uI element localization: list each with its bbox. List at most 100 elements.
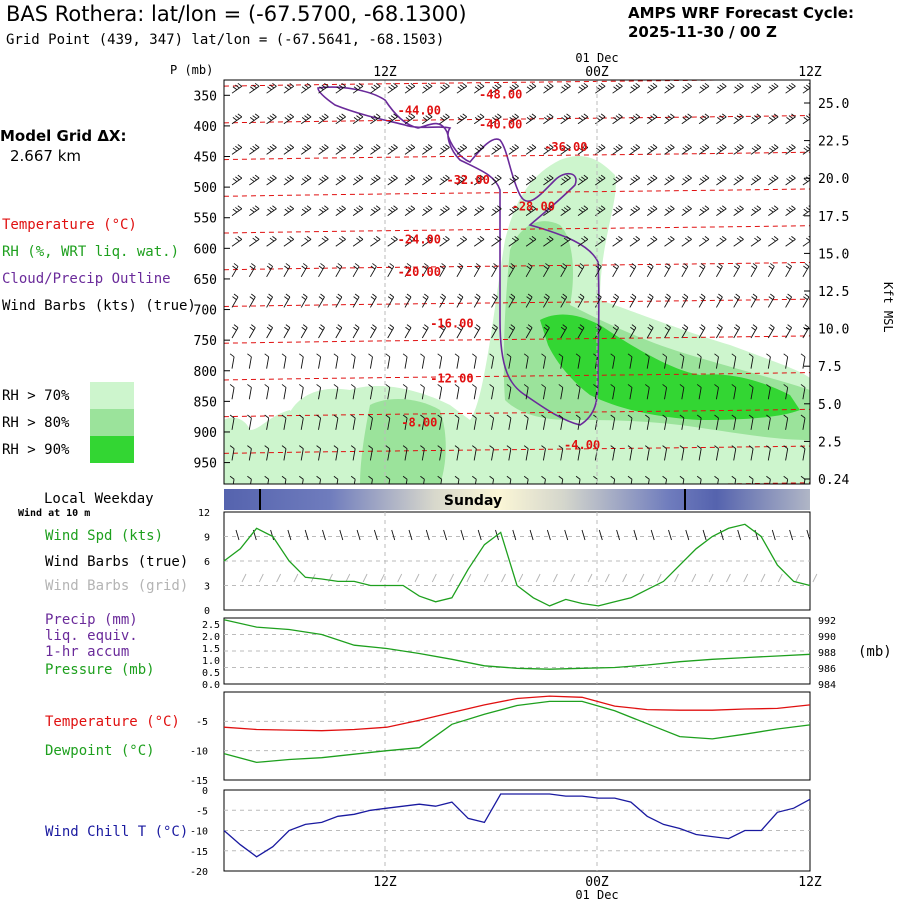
- wind-barb-flag: [731, 353, 737, 358]
- wind-barb-flag: [718, 324, 723, 328]
- wind-barb-flag: [748, 353, 754, 358]
- wind-barb-flag: [631, 263, 637, 267]
- wind-barb: [300, 356, 304, 369]
- wind-barb-flag: [679, 445, 685, 449]
- wind-barb-flag: [299, 414, 304, 419]
- wind-barb: [560, 327, 568, 339]
- wind-barb: [248, 327, 256, 339]
- wind-barb-flag: [546, 237, 552, 242]
- wind-barb: [750, 417, 754, 430]
- wind-barb-flag: [358, 82, 364, 87]
- wind-barb-flag: [472, 445, 477, 449]
- wind-barb-flag: [494, 176, 500, 181]
- wind-barb-flag: [583, 113, 589, 118]
- wind-barb-flag: [808, 113, 810, 116]
- wind-barb-flag: [474, 147, 480, 152]
- wind-barb-flag: [511, 237, 517, 242]
- wind-barb-flag: [509, 147, 514, 152]
- wind-barb-flag: [531, 205, 537, 210]
- wind-barb-flag: [791, 205, 796, 210]
- wind-barb: [681, 417, 685, 430]
- wind-barb-flag: [494, 145, 500, 150]
- dewpoint-label: Dewpoint (°C): [45, 743, 155, 759]
- wind-barb: [681, 448, 685, 461]
- wind-barb-flag: [560, 265, 566, 270]
- wind-barb-flag: [647, 208, 653, 213]
- wind-barb-flag: [600, 205, 606, 210]
- wind-barb-flag: [546, 84, 552, 89]
- wind-barb-flag: [630, 86, 636, 91]
- wind-barb-flag: [267, 208, 272, 213]
- wind-barb: [681, 208, 692, 216]
- wind-barb: [612, 417, 616, 430]
- wind-barb: [560, 356, 564, 369]
- wind-barb-flag: [583, 235, 589, 240]
- wind-barb-flag: [751, 116, 757, 121]
- wind-barb-flag: [336, 147, 341, 152]
- wind-barb-flag: [405, 296, 410, 300]
- wind-barb: [734, 479, 737, 484]
- wind-barb: [629, 296, 637, 308]
- wind-barb-flag: [704, 113, 710, 118]
- wind-barb-flag: [338, 84, 344, 89]
- wind-barb-flag: [341, 174, 346, 179]
- wind-barb-flag: [751, 265, 756, 270]
- wind-barb-flag: [734, 147, 739, 152]
- wind-barb-flag: [233, 324, 239, 328]
- wind-barb-flag: [804, 263, 810, 267]
- wind-barb-flag: [318, 265, 324, 270]
- wind-barb: [681, 238, 692, 247]
- wind-barb: [473, 238, 485, 247]
- wind-barb-flag: [324, 174, 329, 179]
- wind-barb-flag: [321, 207, 327, 211]
- wind-barb-flag: [598, 115, 603, 119]
- wind-barb-flag: [306, 113, 312, 118]
- wind-barb-flag: [492, 147, 497, 152]
- wind-barb: [786, 479, 789, 484]
- wind-barb-flag: [251, 293, 256, 298]
- wind-barb-flag: [650, 237, 655, 242]
- wind-barb: [352, 417, 356, 430]
- wind-barb-flag: [791, 144, 796, 148]
- wind-barb: [577, 208, 589, 216]
- wind-barb-flag: [575, 414, 581, 419]
- wind-barb-flag: [477, 237, 482, 242]
- wind-barb-flag: [237, 113, 243, 118]
- wind-barb-flag: [402, 384, 408, 388]
- height-tick-label: 2.5: [818, 435, 841, 450]
- wind-barb-flag: [717, 178, 722, 182]
- wind-barb-flag: [232, 265, 237, 270]
- wind-barb-flag: [514, 113, 519, 118]
- wind10-barb: [235, 529, 240, 541]
- wind-barb-flag: [462, 144, 467, 148]
- wind-barb-flag: [324, 113, 329, 118]
- legend-rh70: RH > 70%: [2, 388, 70, 404]
- wind-barb: [231, 266, 239, 278]
- wind-barb-flag: [425, 237, 430, 242]
- wind-barb-flag: [544, 208, 549, 213]
- wind-barb-flag: [318, 326, 324, 331]
- wind-barb-flag: [546, 176, 552, 181]
- wind-barb-flag: [731, 475, 737, 480]
- wind-barb: [646, 327, 654, 339]
- wind-barb-flag: [393, 113, 398, 118]
- wind-barb-flag: [350, 384, 356, 388]
- wind-barb: [335, 266, 343, 278]
- wind-barb-flag: [506, 414, 512, 419]
- wind-barb: [283, 266, 291, 278]
- wind-barb-flag: [460, 237, 465, 242]
- wind-barb: [371, 479, 373, 484]
- wind-barb-flag: [479, 205, 485, 210]
- wind-barb-flag: [717, 147, 722, 152]
- wind-barb-flag: [232, 147, 238, 152]
- precip-label-1: Precip (mm): [45, 612, 138, 628]
- wind-barb-flag: [336, 326, 341, 331]
- wind-barb-flag: [457, 178, 463, 182]
- wind-barb-flag: [247, 384, 252, 388]
- wind-barb-flag: [284, 178, 290, 182]
- temp-panel: [223, 691, 811, 781]
- wind-barb: [525, 296, 533, 308]
- wind-barb: [318, 327, 325, 339]
- wind-barb-flag: [306, 235, 312, 240]
- pressure-tick-label: 400: [194, 120, 217, 135]
